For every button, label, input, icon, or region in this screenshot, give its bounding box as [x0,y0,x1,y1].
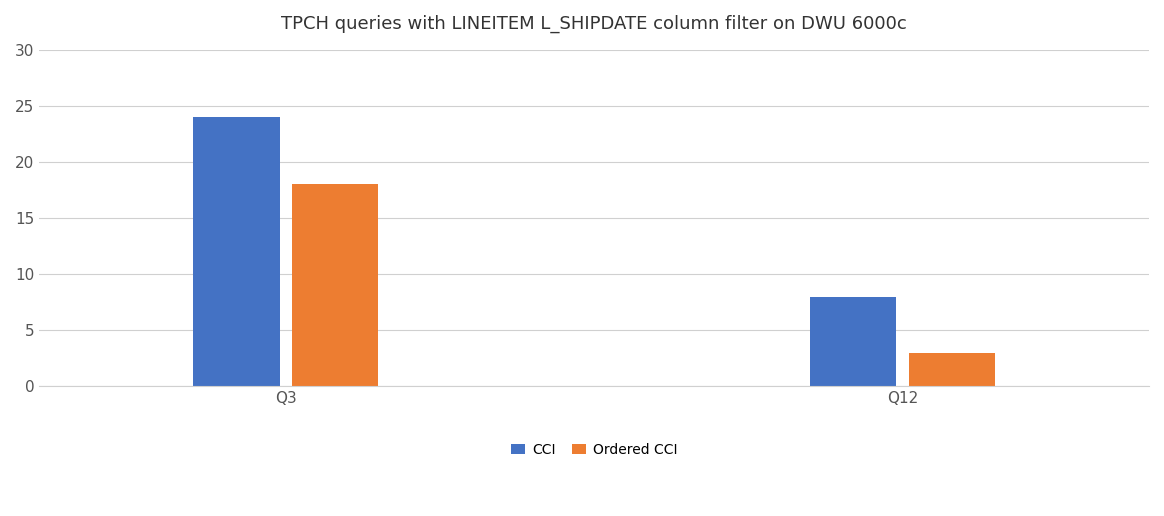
Legend: CCI, Ordered CCI: CCI, Ordered CCI [505,437,683,462]
Bar [193,117,279,386]
Title: TPCH queries with LINEITEM L_SHIPDATE column filter on DWU 6000c: TPCH queries with LINEITEM L_SHIPDATE co… [282,15,907,33]
Bar [810,297,896,386]
Bar [909,352,995,386]
Bar [292,184,378,386]
